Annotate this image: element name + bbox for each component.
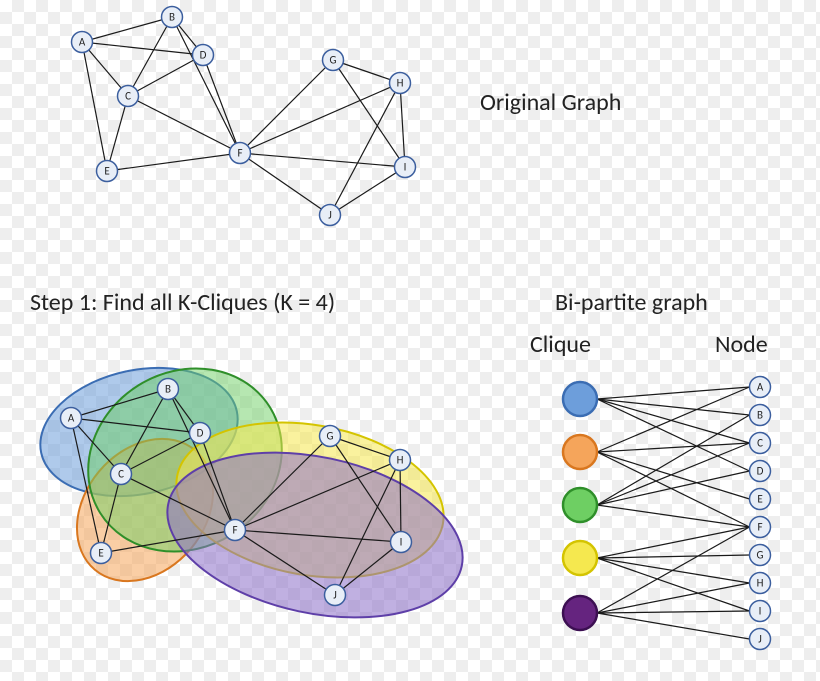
bipartite-edge-c2-C: [597, 443, 750, 452]
node-label-G: G: [327, 430, 334, 443]
edge-H-J: [330, 83, 400, 215]
edge-H-I: [400, 83, 405, 167]
node-label-G: G: [330, 54, 337, 67]
node-label-H: H: [397, 454, 404, 467]
node-label-A: A: [68, 412, 75, 425]
edge-F-J: [240, 153, 330, 215]
node-label-I: I: [404, 161, 407, 174]
bipartite-edge-c1-C: [597, 399, 750, 443]
edge-C-E: [107, 96, 128, 171]
node-label-D: D: [197, 427, 204, 440]
node-column-header: Node: [715, 330, 768, 359]
bipartite-node-label-F: F: [757, 521, 762, 534]
node-label-F: F: [237, 147, 242, 160]
node-label-D: D: [200, 49, 207, 62]
edge-F-H: [240, 83, 400, 153]
bipartite-node-label-I: I: [759, 605, 762, 618]
clique-circle-c5: [563, 596, 597, 630]
edge-A-E: [82, 42, 107, 171]
bipartite-node-label-G: G: [757, 549, 764, 562]
edge-E-F: [107, 153, 240, 171]
edge-B-F: [172, 17, 240, 153]
node-label-H: H: [397, 77, 404, 90]
bipartite-title: Bi-partite graph: [555, 288, 708, 317]
edge-C-F: [128, 96, 240, 153]
bipartite-node-label-E: E: [757, 493, 762, 506]
bipartite-edge-c4-F: [597, 527, 750, 558]
clique-circle-c1: [563, 382, 597, 416]
edge-D-F: [203, 55, 240, 153]
clique-circle-c4: [563, 541, 597, 575]
original-graph-title: Original Graph: [480, 88, 621, 117]
node-label-E: E: [98, 547, 103, 560]
bipartite-edge-c5-I: [597, 611, 750, 613]
diagram-canvas: A B C D E F G H I J A B C D E F G H I J A B C D E F G H I J: [0, 0, 820, 681]
bipartite-edge-c5-F: [597, 527, 750, 613]
edge-F-I: [240, 153, 405, 167]
clique-column-header: Clique: [530, 330, 591, 359]
node-label-I: I: [400, 536, 403, 549]
bipartite-graph: A B C D E F G H I J: [563, 377, 771, 650]
bipartite-node-label-B: B: [757, 409, 763, 422]
bipartite-node-label-D: D: [757, 465, 764, 478]
bipartite-edge-c5-J: [597, 613, 750, 639]
clique-circle-c3: [563, 488, 597, 522]
edge-A-B: [82, 17, 172, 42]
bipartite-edge-c4-I: [597, 558, 750, 611]
edge-F-G: [240, 60, 333, 153]
clique-circle-c2: [563, 435, 597, 469]
node-label-F: F: [232, 524, 237, 537]
node-label-B: B: [165, 383, 171, 396]
bipartite-edge-c4-G: [597, 555, 750, 558]
node-label-E: E: [104, 165, 109, 178]
bipartite-node-label-A: A: [757, 381, 764, 394]
node-label-J: J: [328, 209, 332, 222]
node-label-J: J: [333, 589, 337, 602]
bipartite-edge-c1-B: [597, 399, 750, 415]
bipartite-node-label-J: J: [758, 633, 762, 646]
cliques-panel: [28, 332, 478, 642]
edge-I-J: [330, 167, 405, 215]
node-label-C: C: [118, 468, 124, 481]
node-label-B: B: [169, 11, 175, 24]
step1-title: Step 1: Find all K-Cliques (K = 4): [30, 288, 335, 317]
node-label-A: A: [79, 36, 86, 49]
original-graph: A B C D E F G H I J: [72, 7, 416, 226]
bipartite-node-label-C: C: [757, 437, 763, 450]
bipartite-edge-c5-H: [597, 583, 750, 613]
bipartite-node-label-H: H: [757, 577, 764, 590]
node-label-C: C: [125, 90, 131, 103]
bipartite-edge-c3-C: [597, 443, 750, 505]
